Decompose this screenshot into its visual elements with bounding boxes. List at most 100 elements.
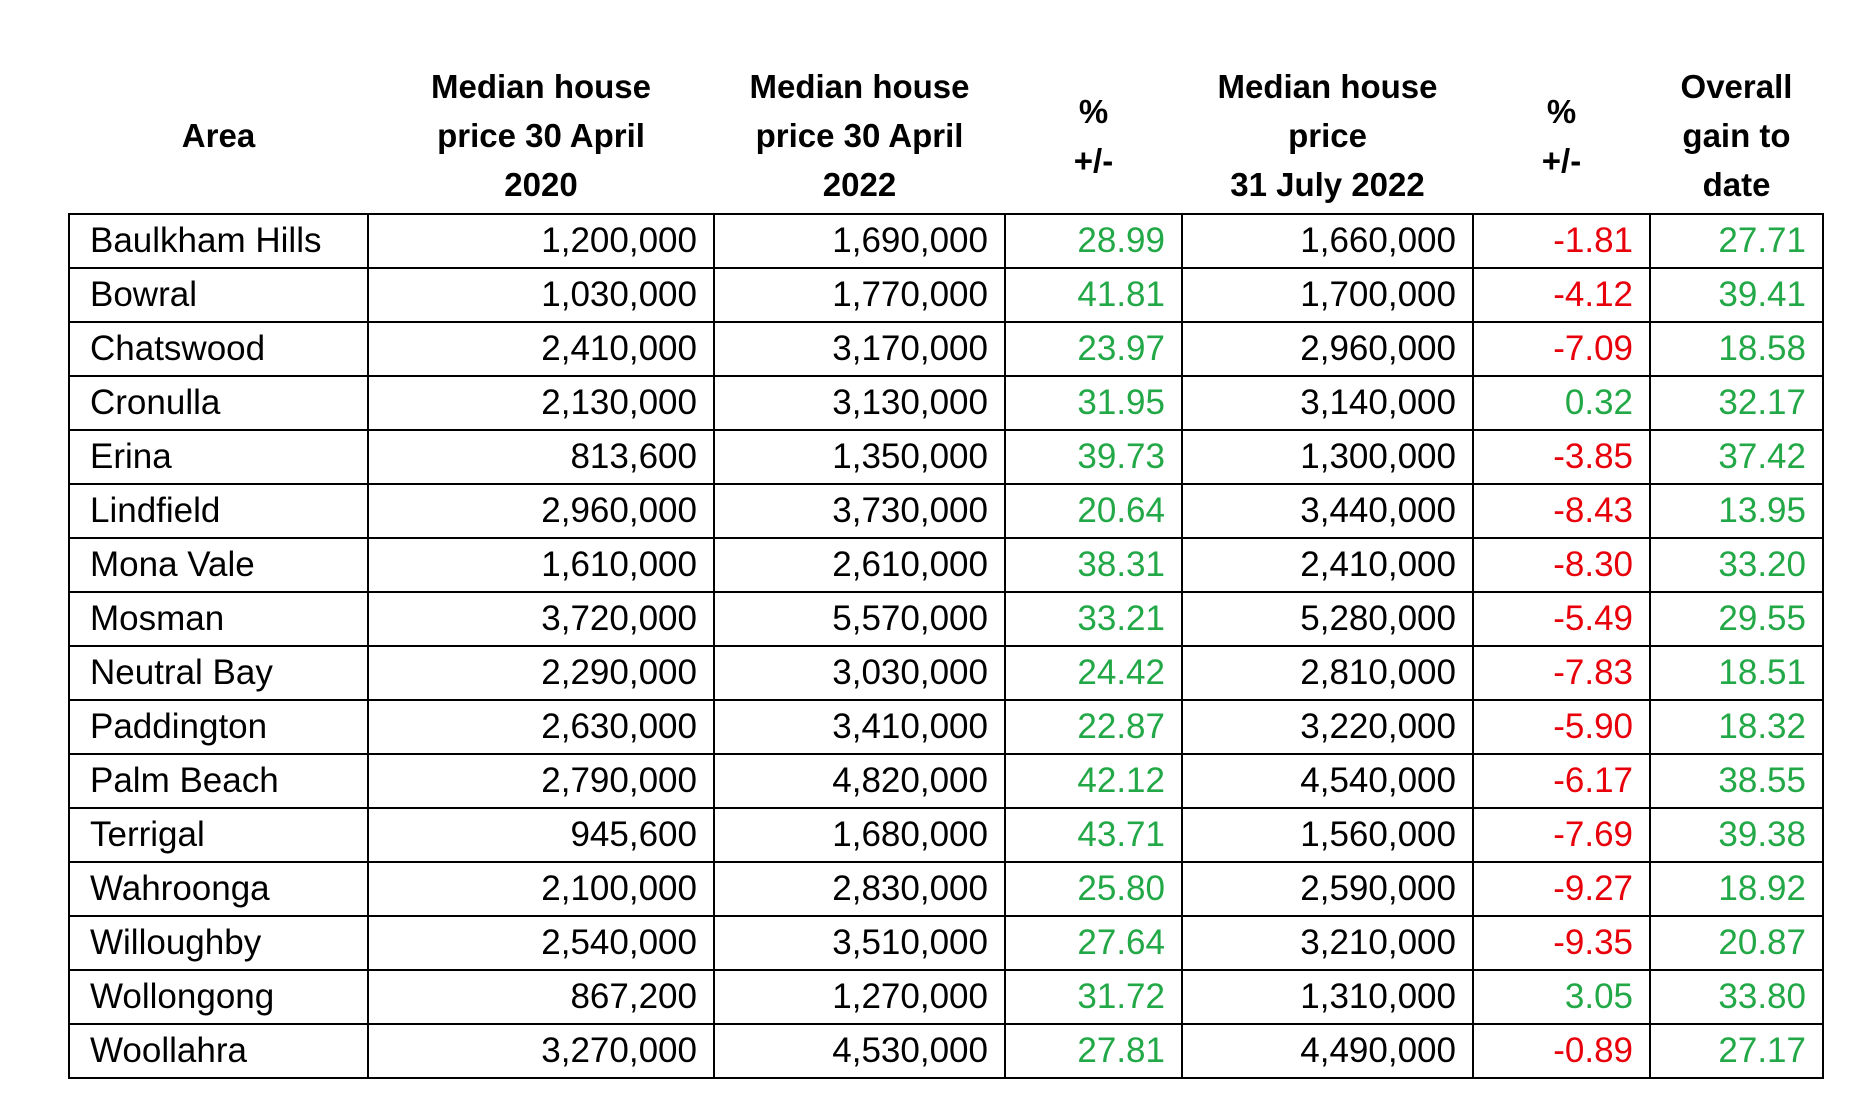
header-line: Area xyxy=(181,117,256,154)
value-cell: -5.49 xyxy=(1472,591,1651,647)
area-cell: Baulkham Hills xyxy=(68,213,369,269)
value-cell: 18.92 xyxy=(1649,861,1824,917)
area-cell: Wahroonga xyxy=(68,861,369,917)
value-cell: 867,200 xyxy=(367,969,715,1025)
value-cell: 1,270,000 xyxy=(713,969,1006,1025)
header-line: price 30 April xyxy=(437,117,645,154)
header-line: Median house xyxy=(1217,68,1438,105)
value-cell: 3,140,000 xyxy=(1181,375,1474,431)
header-line: % xyxy=(1546,92,1577,130)
value-cell: 3,220,000 xyxy=(1181,699,1474,755)
value-cell: 3,410,000 xyxy=(713,699,1006,755)
value-cell: 2,610,000 xyxy=(713,537,1006,593)
area-cell: Cronulla xyxy=(68,375,369,431)
value-cell: 3,170,000 xyxy=(713,321,1006,377)
value-cell: -7.83 xyxy=(1472,645,1651,701)
value-cell: 13.95 xyxy=(1649,483,1824,539)
header-line: 2022 xyxy=(822,166,897,203)
header-cell: Median house price 30 April 2022 xyxy=(714,62,1005,214)
value-cell: 1,770,000 xyxy=(713,267,1006,323)
area-cell: Palm Beach xyxy=(68,753,369,809)
value-cell: 2,630,000 xyxy=(367,699,715,755)
value-cell: 39.41 xyxy=(1649,267,1824,323)
header-cell: Area xyxy=(69,62,368,214)
value-cell: 0.32 xyxy=(1472,375,1651,431)
area-cell: Mona Vale xyxy=(68,537,369,593)
value-cell: 3,730,000 xyxy=(713,483,1006,539)
value-cell: -4.12 xyxy=(1472,267,1651,323)
value-cell: 2,790,000 xyxy=(367,753,715,809)
area-cell: Woollahra xyxy=(68,1023,369,1079)
value-cell: 2,130,000 xyxy=(367,375,715,431)
value-cell: 4,820,000 xyxy=(713,753,1006,809)
header-line: date xyxy=(1702,166,1771,203)
table-body: Baulkham Hills 1,200,000 1,690,000 28.99 1,6… xyxy=(68,213,1824,1079)
value-cell: 2,810,000 xyxy=(1181,645,1474,701)
value-cell: 22.87 xyxy=(1004,699,1183,755)
value-cell: 3,030,000 xyxy=(713,645,1006,701)
table-row: Mona Vale 1,610,000 2,610,000 38.31 2,410,00… xyxy=(68,537,1824,593)
value-cell: 1,350,000 xyxy=(713,429,1006,485)
value-cell: 20.64 xyxy=(1004,483,1183,539)
value-cell: 3,130,000 xyxy=(713,375,1006,431)
value-cell: 4,530,000 xyxy=(713,1023,1006,1079)
value-cell: 38.31 xyxy=(1004,537,1183,593)
area-cell: Chatswood xyxy=(68,321,369,377)
value-cell: 31.95 xyxy=(1004,375,1183,431)
value-cell: -5.90 xyxy=(1472,699,1651,755)
value-cell: 27.71 xyxy=(1649,213,1824,269)
value-cell: 2,590,000 xyxy=(1181,861,1474,917)
area-cell: Lindfield xyxy=(68,483,369,539)
value-cell: 37.42 xyxy=(1649,429,1824,485)
value-cell: 3,270,000 xyxy=(367,1023,715,1079)
value-cell: 32.17 xyxy=(1649,375,1824,431)
value-cell: -9.27 xyxy=(1472,861,1651,917)
table-row: Wollongong 867,200 1,270,000 31.72 1,310,000… xyxy=(68,969,1824,1025)
value-cell: -3.85 xyxy=(1472,429,1651,485)
value-cell: 5,570,000 xyxy=(713,591,1006,647)
header-line: gain to xyxy=(1682,117,1791,154)
value-cell: 813,600 xyxy=(367,429,715,485)
value-cell: 42.12 xyxy=(1004,753,1183,809)
table-row: Woollahra 3,270,000 4,530,000 27.81 4,490,00… xyxy=(68,1023,1824,1079)
value-cell: 2,410,000 xyxy=(1181,537,1474,593)
value-cell: 1,030,000 xyxy=(367,267,715,323)
value-cell: 43.71 xyxy=(1004,807,1183,863)
value-cell: 2,960,000 xyxy=(1181,321,1474,377)
value-cell: 1,300,000 xyxy=(1181,429,1474,485)
header-cell: % +/- xyxy=(1005,62,1182,214)
header-line: % xyxy=(1078,92,1109,130)
header-cell: Median house price 31 July 2022 xyxy=(1182,62,1473,214)
value-cell: 39.38 xyxy=(1649,807,1824,863)
area-cell: Neutral Bay xyxy=(68,645,369,701)
area-cell: Bowral xyxy=(68,267,369,323)
area-cell: Paddington xyxy=(68,699,369,755)
area-cell: Willoughby xyxy=(68,915,369,971)
header-cell: Overall gain to date xyxy=(1650,62,1823,214)
header-line: +/- xyxy=(1073,141,1114,179)
value-cell: 24.42 xyxy=(1004,645,1183,701)
value-cell: 38.55 xyxy=(1649,753,1824,809)
value-cell: 18.51 xyxy=(1649,645,1824,701)
value-cell: 28.99 xyxy=(1004,213,1183,269)
value-cell: 1,680,000 xyxy=(713,807,1006,863)
table-row: Paddington 2,630,000 3,410,000 22.87 3,220,0… xyxy=(68,699,1824,755)
price-table: Area Median house price 30 April 2020 Median… xyxy=(68,62,1824,1079)
table-row: Baulkham Hills 1,200,000 1,690,000 28.99 1,6… xyxy=(68,213,1824,269)
value-cell: 1,690,000 xyxy=(713,213,1006,269)
area-cell: Wollongong xyxy=(68,969,369,1025)
value-cell: 27.17 xyxy=(1649,1023,1824,1079)
value-cell: 2,540,000 xyxy=(367,915,715,971)
value-cell: 3,720,000 xyxy=(367,591,715,647)
value-cell: -9.35 xyxy=(1472,915,1651,971)
value-cell: 2,100,000 xyxy=(367,861,715,917)
value-cell: 3,510,000 xyxy=(713,915,1006,971)
header-cell: Median house price 30 April 2020 xyxy=(368,62,714,214)
value-cell: 33.21 xyxy=(1004,591,1183,647)
value-cell: -8.30 xyxy=(1472,537,1651,593)
table-row: Erina 813,600 1,350,000 39.73 1,300,000 -3.85… xyxy=(68,429,1824,485)
header-line: 31 July 2022 xyxy=(1230,166,1425,203)
value-cell: 1,610,000 xyxy=(367,537,715,593)
header-line: +/- xyxy=(1541,141,1582,179)
value-cell: 2,410,000 xyxy=(367,321,715,377)
